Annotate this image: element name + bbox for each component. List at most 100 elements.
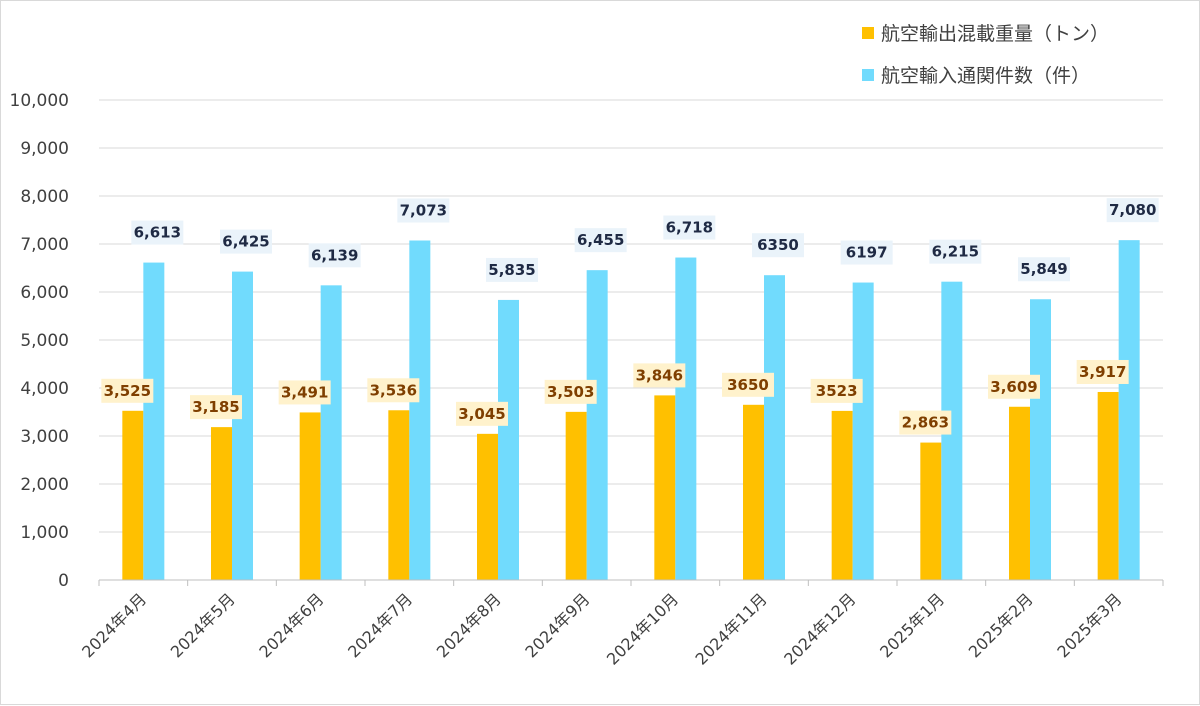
svg-text:3523: 3523 xyxy=(816,382,858,400)
svg-text:6,455: 6,455 xyxy=(577,231,624,249)
data-label-import-clearance: 6,215 xyxy=(929,239,982,264)
legend-label: 航空輸入通関件数（件） xyxy=(881,65,1090,87)
bar-import-clearance xyxy=(143,262,165,580)
data-label-export-weight: 3,045 xyxy=(456,401,508,426)
svg-text:3,045: 3,045 xyxy=(458,405,505,423)
bar-import-clearance xyxy=(675,257,697,580)
data-label-import-clearance: 5,835 xyxy=(486,257,538,282)
data-label-import-clearance: 7,073 xyxy=(397,198,450,223)
bar-export-weight xyxy=(920,442,942,580)
data-label-export-weight: 3,491 xyxy=(278,380,331,405)
x-tick-label: 2024年8月 xyxy=(433,589,505,661)
x-tick-label: 2024年11月 xyxy=(692,589,771,668)
bar-import-clearance xyxy=(409,240,431,580)
y-tick-label: 7,000 xyxy=(20,235,69,255)
bar-export-weight xyxy=(122,410,144,580)
svg-text:6,425: 6,425 xyxy=(222,233,269,251)
y-tick-label: 3,000 xyxy=(20,427,69,447)
legend-swatch xyxy=(862,69,874,81)
data-label-import-clearance: 6,718 xyxy=(663,215,716,240)
data-label-export-weight: 3650 xyxy=(722,372,774,397)
svg-text:3,917: 3,917 xyxy=(1079,363,1126,381)
legend-label: 航空輸出混載重量（トン） xyxy=(881,23,1109,45)
data-label-export-weight: 3,536 xyxy=(367,378,420,403)
bar-import-clearance xyxy=(941,281,963,580)
x-tick-label: 2024年5月 xyxy=(167,589,239,661)
legend-item-import-clearance: 航空輸入通関件数（件） xyxy=(862,65,1090,87)
svg-text:2,863: 2,863 xyxy=(902,414,949,432)
data-label-import-clearance: 5,849 xyxy=(1018,257,1070,282)
data-label-export-weight: 3523 xyxy=(810,378,863,403)
bar-export-weight xyxy=(477,433,498,580)
legend: 航空輸出混載重量（トン） 航空輸入通関件数（件） xyxy=(862,23,1109,87)
bar-export-weight xyxy=(388,410,410,580)
bar-export-weight xyxy=(743,404,764,580)
x-tick-label: 2024年12月 xyxy=(780,589,859,668)
x-tick-label: 2024年7月 xyxy=(344,589,416,661)
y-tick-label: 0 xyxy=(58,571,69,591)
data-label-import-clearance: 6,139 xyxy=(308,243,361,268)
svg-text:6,139: 6,139 xyxy=(311,246,358,264)
svg-text:7,073: 7,073 xyxy=(400,201,447,219)
data-label-export-weight: 3,525 xyxy=(101,378,154,403)
legend-item-export-weight: 航空輸出混載重量（トン） xyxy=(862,23,1109,45)
svg-text:6,613: 6,613 xyxy=(134,224,181,242)
data-label-export-weight: 3,846 xyxy=(633,363,686,388)
data-label-import-clearance: 6197 xyxy=(840,240,893,265)
x-tick-label: 2024年4月 xyxy=(78,589,150,661)
y-tick-label: 9,000 xyxy=(20,139,69,159)
bar-export-weight xyxy=(211,427,232,580)
bar-import-clearance xyxy=(498,299,519,580)
bar-import-clearance xyxy=(232,271,253,580)
svg-text:5,849: 5,849 xyxy=(1020,260,1067,278)
svg-text:6,718: 6,718 xyxy=(666,219,713,237)
bar-export-weight xyxy=(1097,391,1119,580)
svg-text:3,185: 3,185 xyxy=(192,398,239,416)
svg-text:6,215: 6,215 xyxy=(932,243,979,261)
bar-import-clearance xyxy=(320,285,342,580)
y-tick-label: 2,000 xyxy=(20,475,69,495)
y-axis-ticks: 0 1,000 2,000 3,000 4,000 5,000 6,000 7,000 8,00… xyxy=(10,91,69,591)
data-label-import-clearance: 6,455 xyxy=(574,228,627,253)
data-label-export-weight: 3,917 xyxy=(1076,359,1129,384)
data-label-export-weight: 3,609 xyxy=(988,374,1040,399)
bar-import-clearance xyxy=(586,270,608,580)
bar-import-clearance xyxy=(764,275,785,580)
bar-import-clearance xyxy=(852,282,874,580)
svg-text:3650: 3650 xyxy=(727,376,769,394)
bars xyxy=(122,240,1140,580)
svg-text:5,835: 5,835 xyxy=(488,261,535,279)
svg-text:3,846: 3,846 xyxy=(636,366,683,384)
legend-swatch xyxy=(862,27,874,39)
x-tick-label: 2025年1月 xyxy=(876,589,948,661)
svg-text:3,491: 3,491 xyxy=(281,383,328,401)
data-label-export-weight: 3,503 xyxy=(544,379,597,404)
data-label-import-clearance: 7,080 xyxy=(1106,198,1159,223)
x-axis xyxy=(98,579,1164,586)
x-axis-ticks: 2024年4月 2024年5月 2024年6月 2024年7月 2024年8月 2024年… xyxy=(78,589,1125,668)
data-label-import-clearance: 6,425 xyxy=(220,229,272,254)
y-tick-label: 5,000 xyxy=(20,331,69,351)
svg-text:6350: 6350 xyxy=(757,236,799,254)
svg-text:3,525: 3,525 xyxy=(104,382,151,400)
svg-text:3,503: 3,503 xyxy=(547,383,594,401)
x-tick-label: 2025年2月 xyxy=(965,589,1037,661)
y-tick-label: 1,000 xyxy=(20,523,69,543)
bar-import-clearance xyxy=(1030,299,1051,580)
x-tick-label: 2024年6月 xyxy=(255,589,327,661)
svg-text:6197: 6197 xyxy=(846,244,888,262)
y-tick-label: 6,000 xyxy=(20,283,69,303)
svg-text:3,536: 3,536 xyxy=(370,381,417,399)
data-label-import-clearance: 6350 xyxy=(752,233,804,258)
svg-text:7,080: 7,080 xyxy=(1109,201,1156,219)
x-tick-label: 2025年3月 xyxy=(1053,589,1125,661)
data-label-import-clearance: 6,613 xyxy=(131,220,184,245)
bar-import-clearance xyxy=(1118,240,1140,580)
y-tick-label: 8,000 xyxy=(20,187,69,207)
y-tick-label: 4,000 xyxy=(20,379,69,399)
bar-export-weight xyxy=(565,411,587,580)
bar-export-weight xyxy=(1009,406,1030,580)
svg-text:3,609: 3,609 xyxy=(990,378,1037,396)
